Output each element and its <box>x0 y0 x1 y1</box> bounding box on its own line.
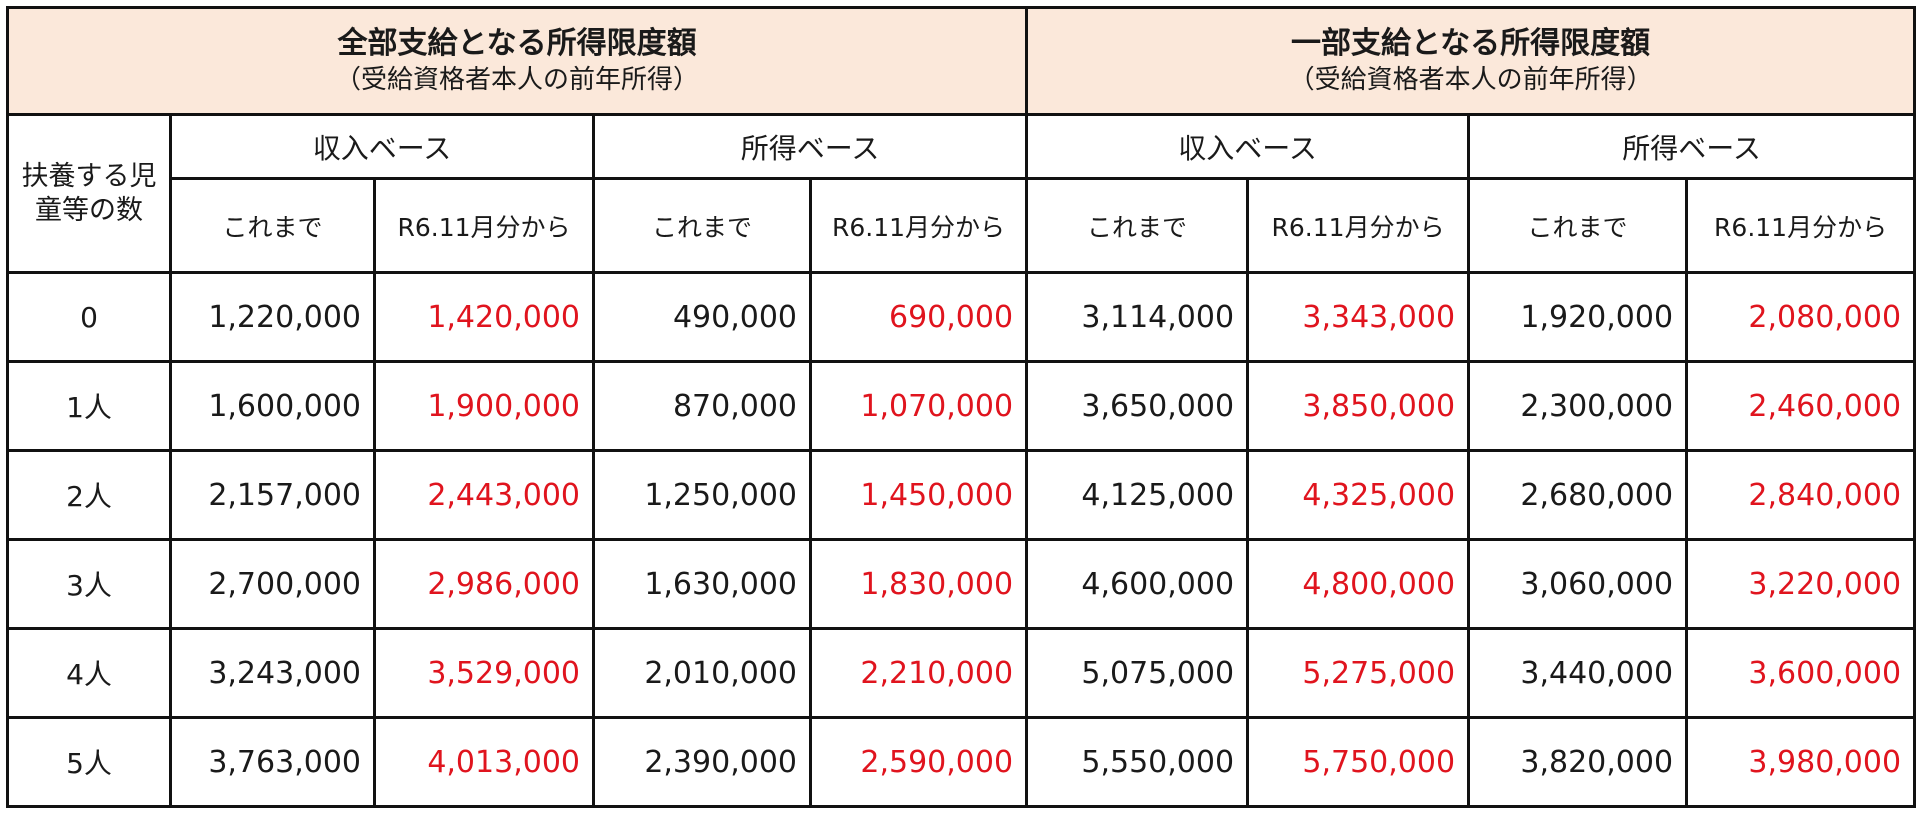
new-limit-cell: 5,275,000 <box>1246 627 1471 719</box>
old-limit-cell: 490,000 <box>592 271 812 363</box>
partial-payment-subtitle: （受給資格者本人の前年所得） <box>1288 65 1653 95</box>
new-limit-cell: 3,220,000 <box>1685 538 1917 630</box>
old-limit-cell: 3,114,000 <box>1025 271 1250 363</box>
col-from-r6-11: R6.11月分から <box>373 177 595 274</box>
earnings-base-header: 所得ベース <box>591 113 1029 180</box>
new-limit-cell: 2,080,000 <box>1685 271 1917 363</box>
table-row: 5人 3,763,000 4,013,000 2,390,000 2,590,000 5,… <box>6 716 1917 808</box>
old-limit-cell: 5,075,000 <box>1025 627 1250 719</box>
table-row: 2人 2,157,000 2,443,000 1,250,000 1,450,000 4,… <box>6 449 1917 541</box>
col-from-r6-11: R6.11月分から <box>1246 177 1471 274</box>
full-payment-header: 全部支給となる所得限度額 （受給資格者本人の前年所得） <box>5 6 1029 116</box>
old-limit-cell: 3,060,000 <box>1467 538 1689 630</box>
full-payment-title: 全部支給となる所得限度額 <box>337 26 697 61</box>
old-limit-cell: 4,600,000 <box>1025 538 1250 630</box>
new-limit-cell: 2,840,000 <box>1685 449 1917 541</box>
old-limit-cell: 3,820,000 <box>1467 716 1689 808</box>
old-limit-cell: 3,243,000 <box>169 627 376 719</box>
child-count-cell: 5人 <box>6 716 172 808</box>
new-limit-cell: 1,420,000 <box>373 271 595 363</box>
new-limit-cell: 690,000 <box>808 271 1029 363</box>
income-base-header: 収入ベース <box>1025 113 1471 180</box>
col-from-r6-11: R6.11月分から <box>808 177 1029 274</box>
col-until-now: これまで <box>1467 177 1689 274</box>
new-limit-cell: 3,850,000 <box>1246 360 1471 452</box>
new-limit-cell: 5,750,000 <box>1246 716 1471 808</box>
new-limit-cell: 2,460,000 <box>1685 360 1917 452</box>
new-limit-cell: 3,980,000 <box>1685 716 1917 808</box>
child-count-cell: 2人 <box>6 449 172 541</box>
old-limit-cell: 5,550,000 <box>1025 716 1250 808</box>
new-limit-cell: 1,900,000 <box>373 360 595 452</box>
new-limit-cell: 2,590,000 <box>808 716 1029 808</box>
new-limit-cell: 2,210,000 <box>808 627 1029 719</box>
new-limit-cell: 4,800,000 <box>1246 538 1471 630</box>
new-limit-cell: 3,600,000 <box>1685 627 1917 719</box>
old-limit-cell: 2,157,000 <box>169 449 376 541</box>
new-limit-cell: 1,070,000 <box>808 360 1029 452</box>
table-row: 4人 3,243,000 3,529,000 2,010,000 2,210,000 5,… <box>6 627 1917 719</box>
new-limit-cell: 3,529,000 <box>373 627 595 719</box>
new-limit-cell: 4,325,000 <box>1246 449 1471 541</box>
old-limit-cell: 1,250,000 <box>592 449 812 541</box>
partial-payment-title: 一部支給となる所得限度額 <box>1291 26 1651 61</box>
old-limit-cell: 1,600,000 <box>169 360 376 452</box>
child-count-cell: 4人 <box>6 627 172 719</box>
new-limit-cell: 2,443,000 <box>373 449 595 541</box>
table-row: 3人 2,700,000 2,986,000 1,630,000 1,830,000 4,… <box>6 538 1917 630</box>
child-count-cell: 3人 <box>6 538 172 630</box>
old-limit-cell: 2,700,000 <box>169 538 376 630</box>
old-limit-cell: 2,010,000 <box>592 627 812 719</box>
col-from-r6-11: R6.11月分から <box>1685 177 1917 274</box>
old-limit-cell: 1,920,000 <box>1467 271 1689 363</box>
partial-payment-header: 一部支給となる所得限度額 （受給資格者本人の前年所得） <box>1025 6 1917 116</box>
new-limit-cell: 1,450,000 <box>808 449 1029 541</box>
old-limit-cell: 3,440,000 <box>1467 627 1689 719</box>
col-until-now: これまで <box>592 177 812 274</box>
table-row: 0 1,220,000 1,420,000 490,000 690,000 3,114,0… <box>6 271 1917 363</box>
new-limit-cell: 2,986,000 <box>373 538 595 630</box>
child-count-cell: 1人 <box>6 360 172 452</box>
child-count-cell: 0 <box>6 271 172 363</box>
old-limit-cell: 2,390,000 <box>592 716 812 808</box>
new-limit-cell: 3,343,000 <box>1246 271 1471 363</box>
old-limit-cell: 1,220,000 <box>169 271 376 363</box>
old-limit-cell: 4,125,000 <box>1025 449 1250 541</box>
old-limit-cell: 2,680,000 <box>1467 449 1689 541</box>
earnings-base-header: 所得ベース <box>1467 113 1917 180</box>
new-limit-cell: 1,830,000 <box>808 538 1029 630</box>
child-count-header: 扶養する児童等の数 <box>6 113 172 274</box>
col-until-now: これまで <box>169 177 376 274</box>
old-limit-cell: 1,630,000 <box>592 538 812 630</box>
old-limit-cell: 870,000 <box>592 360 812 452</box>
old-limit-cell: 2,300,000 <box>1467 360 1689 452</box>
col-until-now: これまで <box>1025 177 1250 274</box>
table-row: 1人 1,600,000 1,900,000 870,000 1,070,000 3,65… <box>6 360 1917 452</box>
new-limit-cell: 4,013,000 <box>373 716 595 808</box>
income-limit-table: 全部支給となる所得限度額 （受給資格者本人の前年所得） 一部支給となる所得限度額… <box>5 6 1917 808</box>
full-payment-subtitle: （受給資格者本人の前年所得） <box>335 65 700 95</box>
income-base-header: 収入ベース <box>169 113 595 180</box>
old-limit-cell: 3,650,000 <box>1025 360 1250 452</box>
old-limit-cell: 3,763,000 <box>169 716 376 808</box>
